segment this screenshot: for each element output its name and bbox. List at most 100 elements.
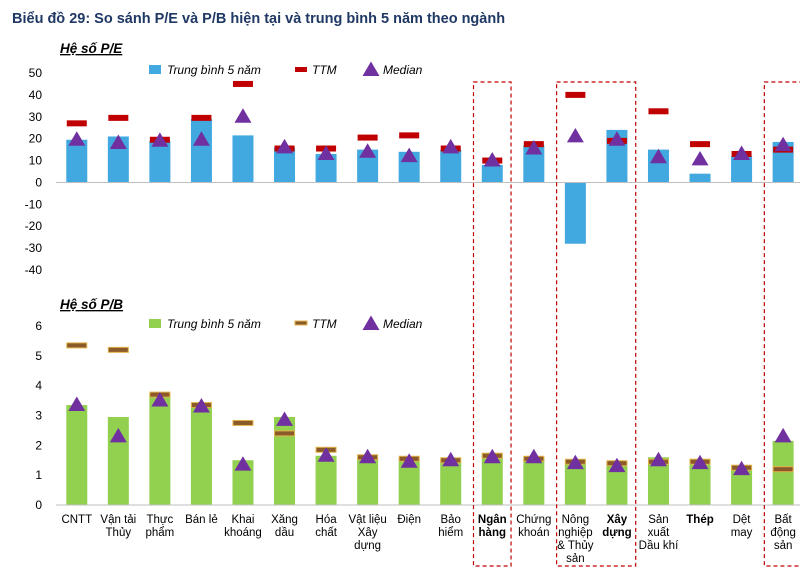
pb-avg-bar xyxy=(689,458,711,505)
pe-avg-bar xyxy=(523,145,545,183)
category-label: Bảo hiểm xyxy=(438,514,463,539)
pb-avg-bar xyxy=(772,440,794,505)
pb-avg-bar xyxy=(523,457,545,505)
pb-avg-bar xyxy=(398,458,420,505)
pb-median-marker xyxy=(649,451,667,467)
pe-median-marker xyxy=(525,140,543,155)
pe-median-marker xyxy=(109,134,127,149)
pb-avg-bar xyxy=(606,461,628,505)
pb-avg-bar xyxy=(440,460,462,505)
pb-avg-bar xyxy=(564,460,586,505)
pb-legend-avg-swatch xyxy=(149,319,161,328)
pb-avg-bar xyxy=(481,452,503,505)
category-label: Thực phẩm xyxy=(145,514,174,539)
pb-ytick-label: 2 xyxy=(35,438,42,452)
pe-ttm-marker xyxy=(648,108,669,115)
pe-median-marker xyxy=(276,138,294,154)
pe-ytick-label: -10 xyxy=(25,197,43,211)
pb-ytick-label: 4 xyxy=(35,379,42,393)
pb-median-marker xyxy=(608,457,626,473)
pb-median-marker xyxy=(442,451,460,467)
pe-avg-bar xyxy=(731,156,753,183)
pb-avg-bar xyxy=(66,405,88,505)
pe-median-marker xyxy=(566,127,584,143)
pb-ytick-label: 0 xyxy=(35,498,42,512)
pe-ttm-marker xyxy=(565,91,586,98)
pe-ttm-marker xyxy=(357,134,378,141)
pb-median-marker xyxy=(483,448,501,464)
pe-chart: Hệ số P/E 50 40 30 20 10 0 -10 -20 -30 -40 Trung bì… xyxy=(25,41,800,277)
pe-median-marker xyxy=(151,132,169,147)
highlight-box xyxy=(472,81,512,567)
pe-legend-avg-swatch xyxy=(149,65,161,74)
pb-median-marker xyxy=(733,460,751,476)
pe-median-marker xyxy=(483,152,501,167)
pb-median-marker xyxy=(525,448,543,464)
pe-avg-bar xyxy=(564,182,586,244)
pe-avg-bar xyxy=(315,153,337,183)
category-label: Hóa chất xyxy=(315,514,338,539)
pe-ytick-label: 40 xyxy=(29,88,43,102)
category-labels: CNTT Vận tải Thủy Thực phẩm Bán lẻ Khai khoáng X… xyxy=(61,514,795,565)
category-label: Chứng khoán xyxy=(516,514,551,539)
pe-ytick-label: 30 xyxy=(29,110,43,124)
pe-ytick-label: -20 xyxy=(25,219,43,233)
pe-legend-ttm-label: TTM xyxy=(312,63,337,77)
pe-avg-bar xyxy=(149,140,171,183)
pe-median-marker xyxy=(691,150,709,166)
pe-legend-ttm-swatch xyxy=(295,67,307,72)
highlight-box xyxy=(763,81,800,567)
pb-avg-bar xyxy=(357,457,379,505)
pb-median-marker xyxy=(691,454,709,470)
pe-median-marker xyxy=(359,143,377,158)
pb-avg-bar xyxy=(315,455,337,505)
pb-median-marker xyxy=(317,447,335,462)
page-title: Biểu đồ 29: So sánh P/E và P/B hiện tại … xyxy=(12,11,506,27)
category-label: CNTT xyxy=(61,514,92,526)
pe-avg-bar xyxy=(190,118,212,183)
pb-median-marker xyxy=(68,396,86,412)
pb-legend-avg-label: Trung bình 5 năm xyxy=(167,317,261,331)
category-label: Khai khoáng xyxy=(224,514,262,539)
pe-ytick-label: 50 xyxy=(29,66,43,80)
pb-avg-bar xyxy=(731,467,753,505)
highlight-boxes xyxy=(472,81,800,567)
pb-legend-ttm-label: TTM xyxy=(312,317,337,331)
pe-avg-bar xyxy=(274,147,296,183)
pe-ytick-label: 10 xyxy=(29,154,43,168)
category-label: Vật liệu Xây dựng xyxy=(348,514,386,552)
pb-median-marker xyxy=(276,411,294,426)
category-label: Thép xyxy=(686,514,713,526)
pe-ttm-marker xyxy=(232,80,253,87)
pb-chart: Hệ số P/B 6 5 4 3 2 1 0 Trung bình 5 năm TTM Media… xyxy=(35,297,800,512)
pb-median-marker xyxy=(359,448,377,464)
pe-median-marker xyxy=(400,147,418,163)
pe-median-marker xyxy=(317,145,335,160)
pb-avg-bar xyxy=(232,460,254,505)
category-label: Vận tải Thủy xyxy=(100,514,136,539)
pb-median-marker xyxy=(151,392,169,407)
pe-median-marker xyxy=(774,136,792,152)
pb-avg-bar xyxy=(149,393,171,505)
pe-median-marker xyxy=(608,131,626,146)
pe-ttm-marker xyxy=(690,141,711,148)
pe-median-marker xyxy=(192,131,210,146)
category-label: Xây dựng xyxy=(602,514,631,539)
pe-avg-bar xyxy=(689,173,711,183)
pe-ytick-label: -30 xyxy=(25,241,43,255)
pe-median-marker xyxy=(733,145,751,160)
pb-median-marker xyxy=(234,456,252,471)
pb-median-marker xyxy=(566,454,584,470)
pe-avg-bar xyxy=(232,135,254,183)
pe-ytick-label: 0 xyxy=(35,175,42,189)
pb-avg-bar xyxy=(274,416,296,505)
pb-ttm-marker xyxy=(66,342,88,349)
pe-median-marker xyxy=(442,138,460,154)
pb-legend-median-label: Median xyxy=(383,317,423,331)
pe-avg-bar xyxy=(357,149,379,183)
pb-ytick-label: 3 xyxy=(35,409,42,423)
pe-ttm-marker xyxy=(399,132,420,139)
category-label: Bất động sản xyxy=(770,514,796,552)
category-label: Bán lẻ xyxy=(185,514,218,526)
